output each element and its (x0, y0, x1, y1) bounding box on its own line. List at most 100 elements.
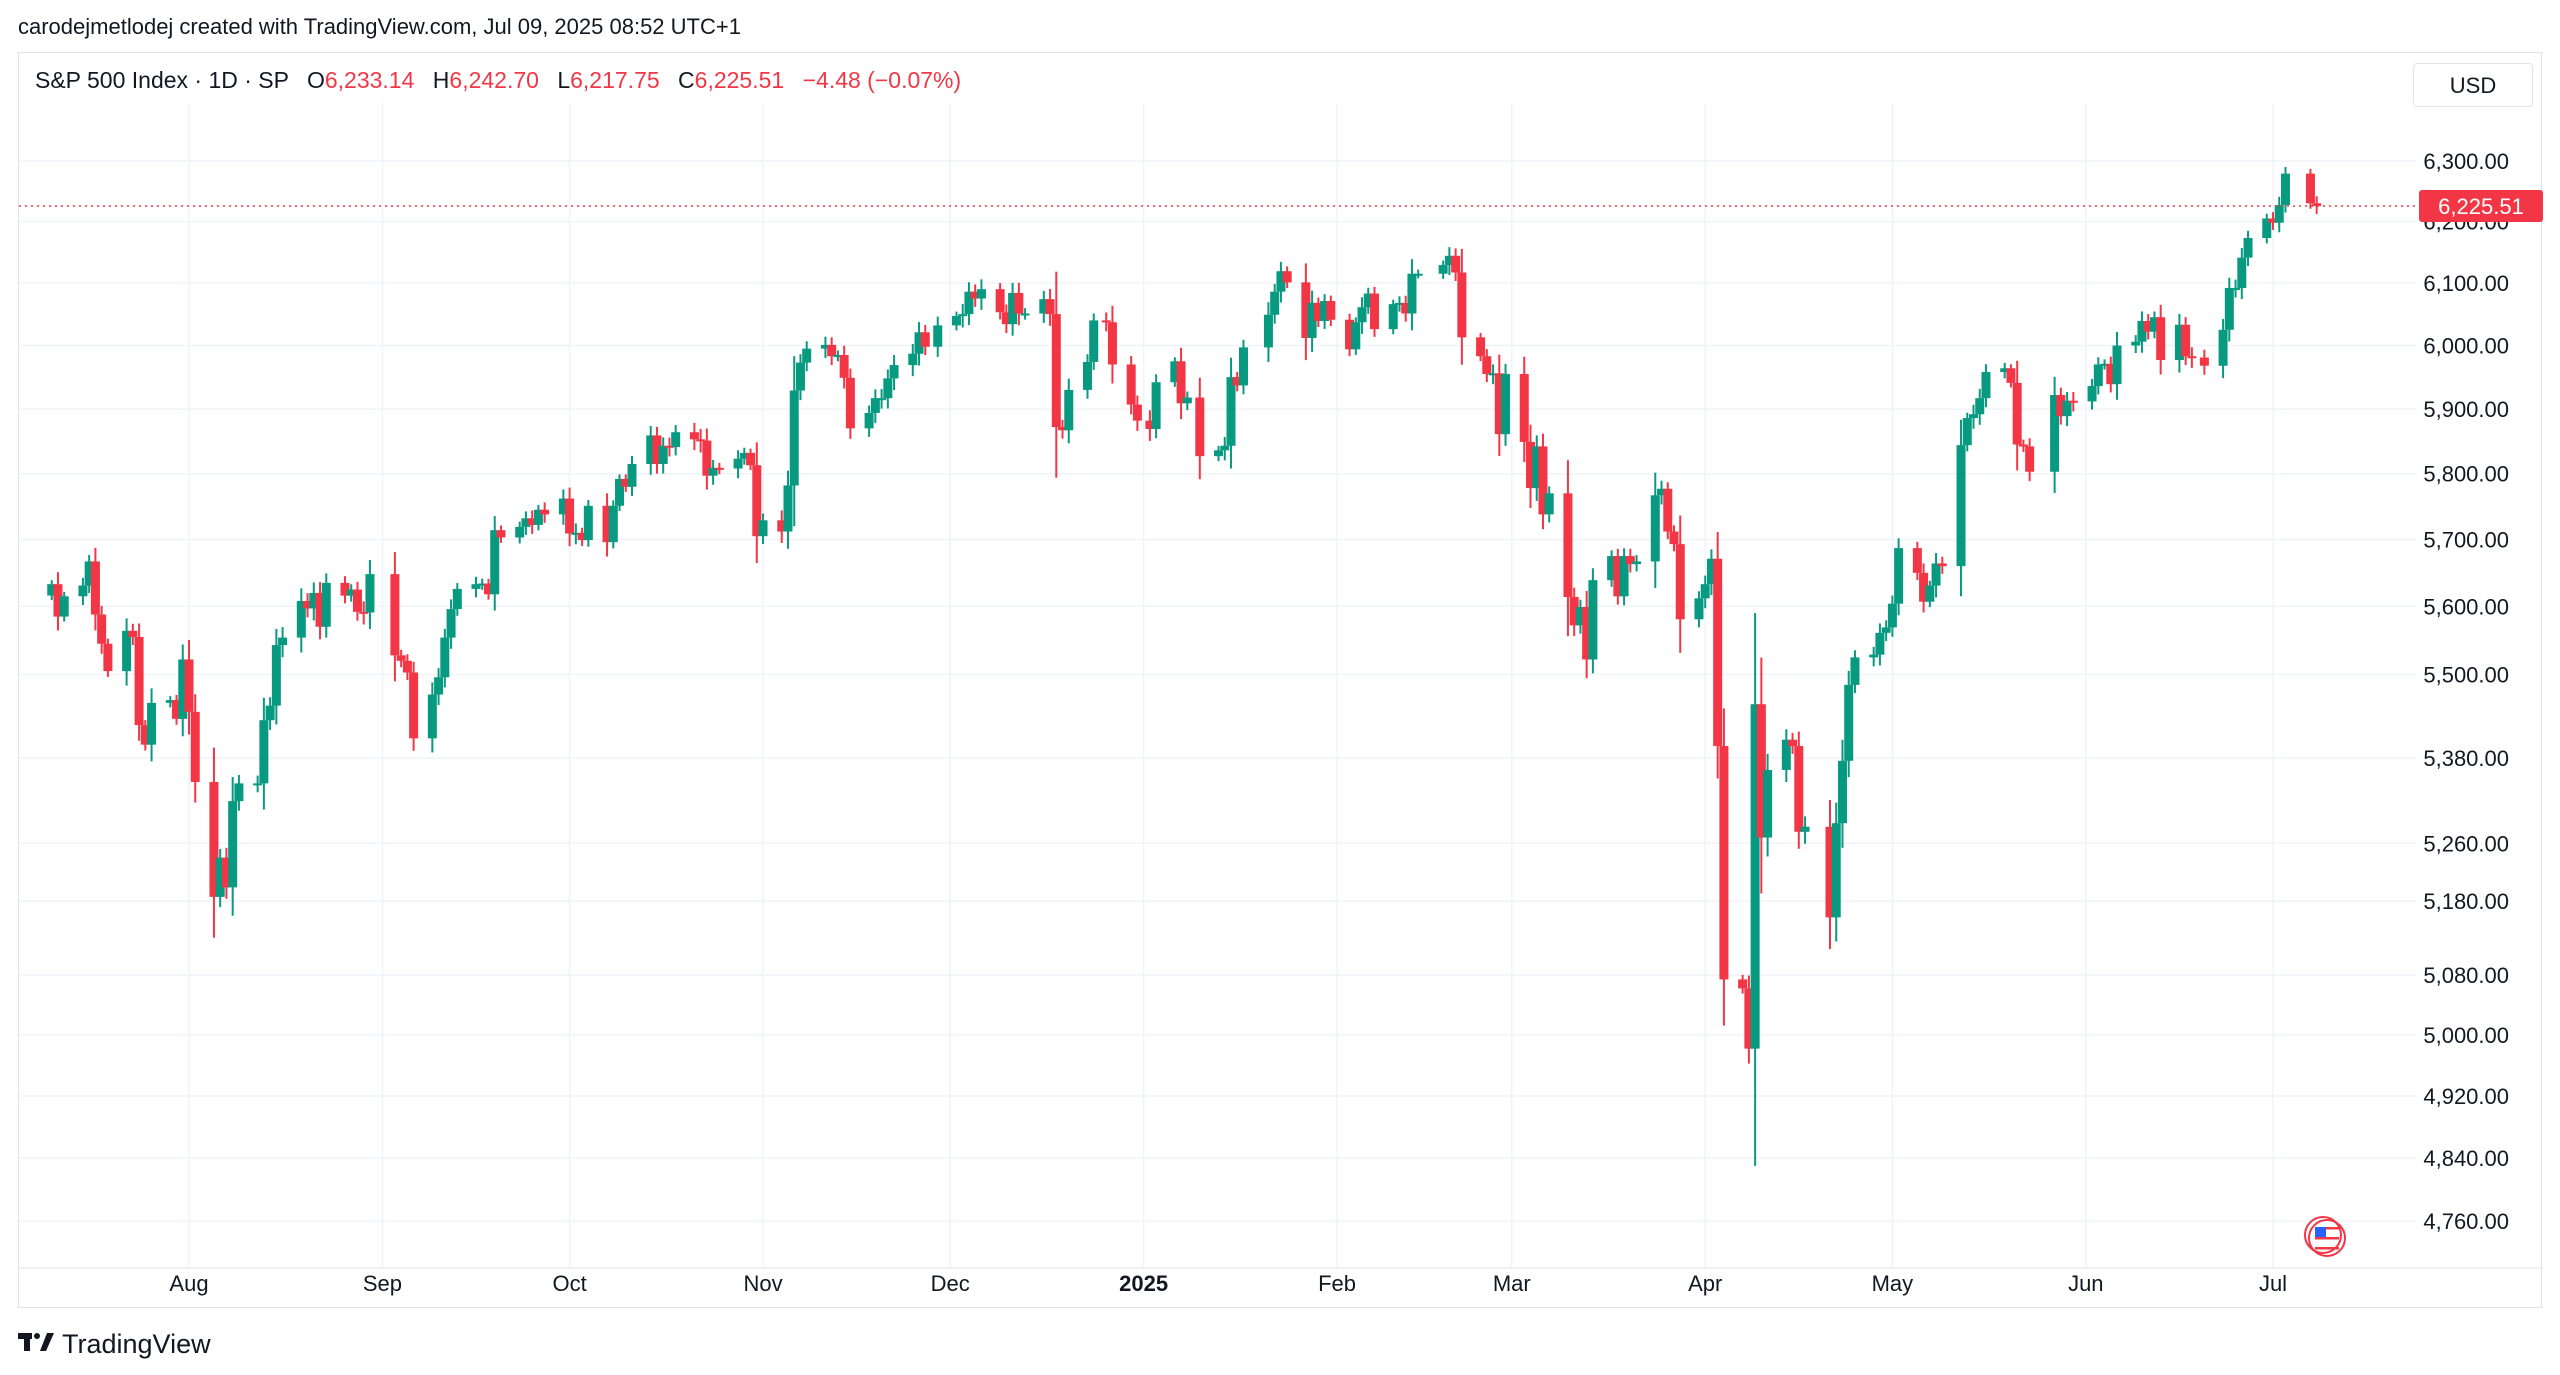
candle-up[interactable] (1008, 282, 1018, 336)
candle-up[interactable] (671, 424, 681, 456)
candle-down[interactable] (1132, 395, 1142, 431)
candle-down[interactable] (827, 337, 837, 365)
candle-up[interactable] (521, 511, 531, 535)
candle-down[interactable] (2068, 391, 2078, 412)
candle-down[interactable] (920, 324, 930, 356)
candle-up[interactable] (1657, 480, 1667, 505)
candle-up[interactable] (122, 618, 132, 686)
candle-down[interactable] (1525, 424, 1535, 508)
candle-up[interactable] (446, 599, 456, 649)
candle-down[interactable] (402, 654, 412, 681)
candle-up[interactable] (627, 456, 637, 496)
candle-down[interactable] (1457, 249, 1467, 365)
candle-down[interactable] (746, 448, 756, 471)
candle-up[interactable] (2050, 376, 2060, 493)
candle-up[interactable] (1544, 486, 1554, 523)
candle-up[interactable] (2149, 311, 2159, 339)
candle-up[interactable] (253, 775, 263, 793)
candle-up[interactable] (1394, 296, 1404, 312)
candle-down[interactable] (90, 547, 100, 631)
candle-up[interactable] (2218, 319, 2228, 379)
candle-down[interactable] (496, 525, 506, 543)
candle-up[interactable] (2137, 311, 2147, 353)
candle-up[interactable] (658, 437, 668, 474)
candle-up[interactable] (2262, 213, 2272, 244)
candle-down[interactable] (483, 578, 493, 600)
candle-up[interactable] (1837, 739, 1847, 848)
candle-down[interactable] (140, 719, 150, 751)
candle-up[interactable] (1869, 646, 1879, 667)
candle-up[interactable] (1781, 729, 1791, 783)
candle-up[interactable] (1357, 297, 1367, 334)
candle-down[interactable] (577, 527, 587, 546)
candle-down[interactable] (602, 493, 612, 557)
candle-up[interactable] (1214, 445, 1224, 462)
candle-up[interactable] (908, 344, 918, 377)
candle-down[interactable] (1919, 563, 1929, 613)
candle-up[interactable] (1270, 283, 1280, 324)
candle-up[interactable] (234, 775, 244, 811)
candle-up[interactable] (434, 668, 444, 706)
candle-down[interactable] (1126, 355, 1136, 415)
candle-down[interactable] (1195, 377, 1205, 480)
candle-down[interactable] (1663, 482, 1673, 540)
candle-down[interactable] (1788, 732, 1798, 754)
candle-down[interactable] (1176, 347, 1186, 420)
candle-up[interactable] (914, 322, 924, 366)
candle-up[interactable] (265, 697, 275, 730)
candle-down[interactable] (1345, 313, 1355, 357)
candle-up[interactable] (608, 500, 618, 549)
candle-up[interactable] (278, 627, 288, 658)
candle-down[interactable] (1014, 282, 1024, 326)
candle-down[interactable] (540, 502, 550, 523)
candle-up[interactable] (864, 405, 874, 437)
candle-down[interactable] (128, 623, 138, 645)
candle-down[interactable] (134, 623, 144, 741)
candle-up[interactable] (2087, 378, 2097, 410)
candle-down[interactable] (845, 368, 855, 439)
candle-up[interactable] (1850, 650, 1860, 694)
candle-up[interactable] (1320, 294, 1330, 329)
candle-down[interactable] (103, 638, 113, 678)
candle-up[interactable] (2174, 313, 2184, 373)
candle-up[interactable] (583, 500, 593, 547)
candle-up[interactable] (958, 304, 968, 328)
candle-up[interactable] (1089, 313, 1099, 370)
candle-up[interactable] (1694, 591, 1704, 628)
candle-up[interactable] (1650, 472, 1660, 589)
candle-up[interactable] (1619, 548, 1629, 606)
tradingview-logo[interactable]: TradingView (18, 1328, 211, 1360)
candle-up[interactable] (739, 447, 749, 465)
candle-up[interactable] (2224, 277, 2234, 342)
candle-up[interactable] (1438, 260, 1448, 279)
candle-up[interactable] (1975, 388, 1985, 425)
candle-up[interactable] (1607, 550, 1617, 587)
candle-up[interactable] (1351, 317, 1361, 355)
currency-button[interactable]: USD (2413, 63, 2533, 107)
candle-up[interactable] (571, 523, 581, 545)
candle-down[interactable] (1232, 371, 1242, 392)
candle-down[interactable] (359, 601, 369, 625)
candle-up[interactable] (427, 682, 437, 753)
candle-down[interactable] (2006, 364, 2016, 388)
candle-up[interactable] (309, 582, 319, 621)
candle-down[interactable] (970, 284, 980, 307)
candle-down[interactable] (1719, 708, 1729, 1026)
candle-up[interactable] (1276, 261, 1286, 303)
candle-down[interactable] (1756, 657, 1766, 894)
candle-up[interactable] (1887, 595, 1897, 637)
candle-up[interactable] (2131, 335, 2141, 354)
candle-down[interactable] (2012, 360, 2022, 471)
candle-up[interactable] (1488, 364, 1498, 385)
candle-up[interactable] (2112, 332, 2122, 400)
candle-up[interactable] (1170, 357, 1180, 387)
candle-down[interactable] (1101, 312, 1111, 332)
candle-up[interactable] (951, 311, 961, 331)
candle-down[interactable] (1713, 531, 1723, 779)
candle-down[interactable] (777, 510, 787, 543)
candle-up[interactable] (2243, 230, 2253, 266)
candle-up[interactable] (2062, 392, 2072, 427)
candle-up[interactable] (1763, 753, 1773, 857)
candle-down[interactable] (621, 474, 631, 492)
candle-down[interactable] (1744, 975, 1754, 1064)
